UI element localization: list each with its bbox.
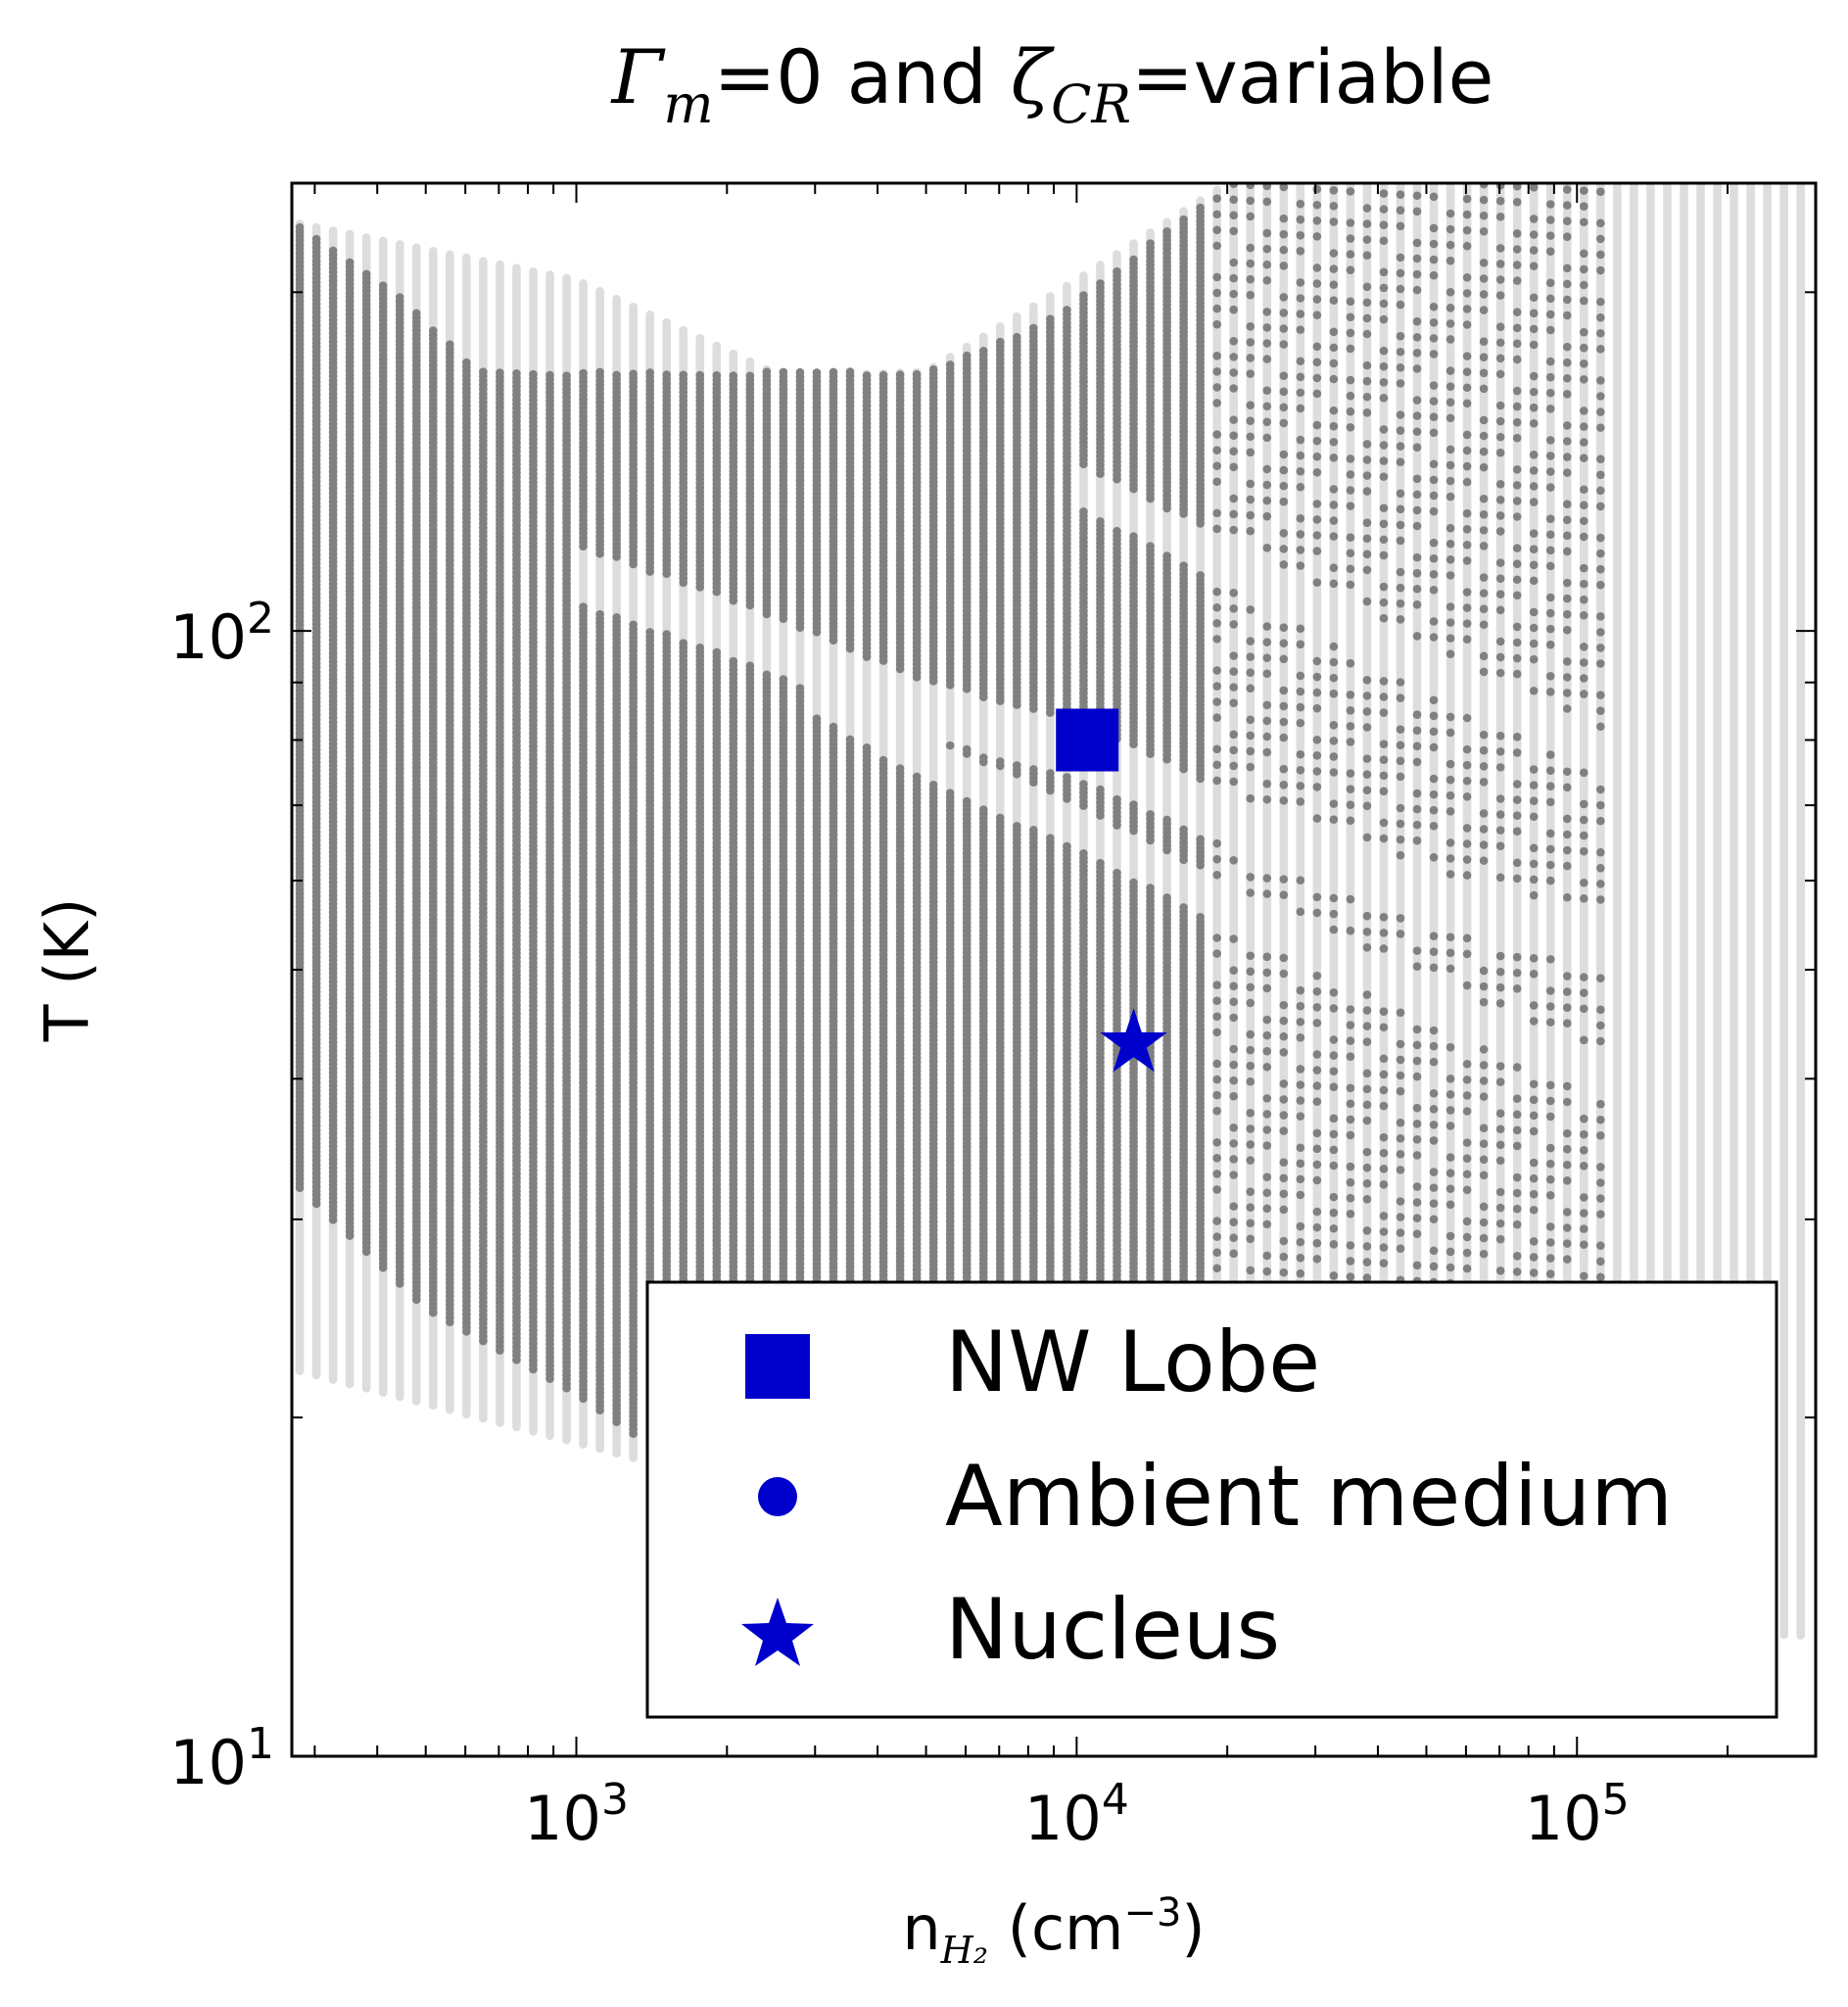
model-point-allowed xyxy=(595,609,604,619)
model-point-allowed xyxy=(429,326,438,335)
model-point-allowed xyxy=(529,369,538,379)
model-point-allowed xyxy=(629,369,638,378)
model-point-allowed xyxy=(295,222,305,232)
model-point-allowed xyxy=(629,620,638,630)
model-point-allowed xyxy=(496,368,504,377)
model-point-allowed xyxy=(446,340,454,349)
model-point-allowed xyxy=(579,368,588,378)
title-middle: =0 and xyxy=(714,33,1011,120)
model-point-allowed xyxy=(328,246,338,256)
model-point-allowed xyxy=(311,234,321,244)
model-point-allowed xyxy=(612,370,621,380)
model-point-allowed xyxy=(378,281,388,290)
model-point-allowed xyxy=(345,258,355,267)
title-gamma-sub: m xyxy=(663,73,713,135)
model-point-allowed xyxy=(612,612,621,622)
title-gamma: Γ xyxy=(610,33,666,120)
title-end: =variable xyxy=(1131,33,1493,120)
chart-title: Γm=0 and ζCR=variable xyxy=(610,33,1494,135)
model-point-allowed xyxy=(595,367,604,377)
model-point-allowed xyxy=(479,367,488,377)
title-zeta-sub: CR xyxy=(1051,73,1131,135)
model-point-allowed xyxy=(361,269,371,279)
model-point-allowed xyxy=(512,369,521,378)
title-zeta: ζ xyxy=(1011,33,1055,120)
model-point-allowed xyxy=(545,370,554,380)
model-point-allowed xyxy=(411,309,421,318)
model-point-allowed xyxy=(562,371,571,381)
model-point-allowed xyxy=(462,358,471,367)
model-point-allowed xyxy=(579,602,588,611)
model-point-allowed xyxy=(395,293,404,302)
